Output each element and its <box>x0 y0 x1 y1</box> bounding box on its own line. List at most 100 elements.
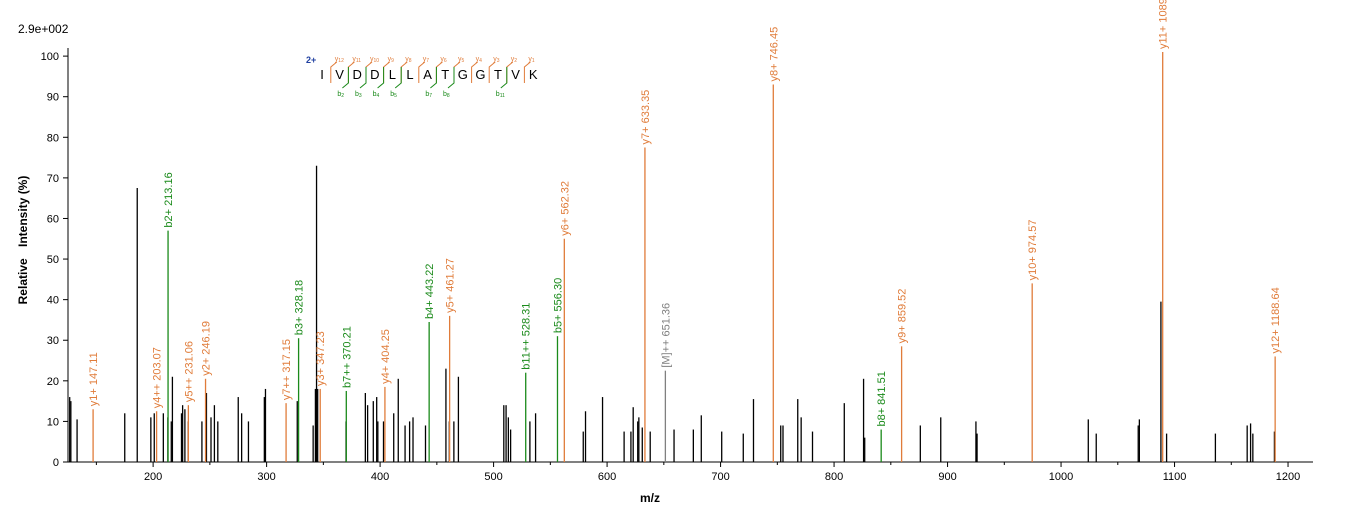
x-tick-label: 400 <box>371 471 389 483</box>
b-ion-index: 4 <box>377 93 380 99</box>
peak-label: b4+ 443.22 <box>424 264 436 319</box>
peak-label: b3+ 328.18 <box>294 280 306 335</box>
y-ion-bracket <box>523 61 531 83</box>
x-tick-label: 700 <box>711 471 729 483</box>
y-ion-index: 9 <box>391 58 394 64</box>
x-tick-label: 900 <box>938 471 956 483</box>
peak-label: y10+ 974.57 <box>1027 220 1039 281</box>
y-ion-index: 10 <box>374 58 380 64</box>
b-ion-index: 8 <box>447 93 450 99</box>
b-ion-index: 5 <box>394 93 397 99</box>
y-ion-index: 7 <box>426 58 429 64</box>
b-ion-bracket <box>430 67 437 89</box>
y-ion-label: y6 <box>440 56 447 64</box>
y-tick-label: 50 <box>47 254 59 266</box>
y-ion-index: 12 <box>338 58 344 64</box>
peak-label: y7+ 633.35 <box>640 90 652 145</box>
b-ion-label: b2 <box>337 91 344 99</box>
y-tick-label: 40 <box>47 295 59 307</box>
y-tick-label: 20 <box>47 376 59 388</box>
b-ion-bracket <box>342 67 349 89</box>
peak-label: y5++ 231.06 <box>183 341 195 402</box>
y-tick-label: 70 <box>47 173 59 185</box>
sequence-residue: D <box>370 67 379 82</box>
y-ion-index: 3 <box>497 58 500 64</box>
b-ion-label: b3 <box>355 91 362 99</box>
peak-label: b7++ 370.21 <box>341 326 353 388</box>
peak-label: y7++ 317.15 <box>281 339 293 400</box>
b-ion-label: b7 <box>425 91 432 99</box>
y-ion-bracket <box>488 61 496 83</box>
x-tick-label: 300 <box>257 471 275 483</box>
y-ion-index: 11 <box>356 58 361 64</box>
y-ion-label: y9 <box>388 56 395 64</box>
y-tick-label: 0 <box>53 457 59 469</box>
sequence-residue: V <box>511 67 520 82</box>
b-ion-index: 7 <box>429 93 432 99</box>
y-axis-title-part-1: Relative <box>16 258 30 304</box>
peaks <box>69 52 1276 462</box>
y-axis-title: Relative Intensity (%) <box>16 176 30 305</box>
b-ion-bracket <box>447 67 455 89</box>
peak-label: y5+ 461.27 <box>445 258 457 313</box>
peak-label: [M]++ 651.36 <box>660 303 672 368</box>
y-tick-label: 80 <box>47 132 59 144</box>
x-tick-label: 1000 <box>1049 471 1073 483</box>
y-ion-label: y10 <box>370 56 379 64</box>
y-tick-label: 90 <box>47 92 59 104</box>
sequence-residue: V <box>335 67 344 82</box>
b-ion-label: b5 <box>390 91 397 99</box>
b-ion-label: b8 <box>443 91 450 99</box>
charge-state: 2+ <box>306 55 316 65</box>
y-ion-label: y8 <box>405 56 412 64</box>
b-ion-index: 3 <box>359 93 362 99</box>
sequence-residue: G <box>458 67 468 82</box>
b-ion-label: b4 <box>373 91 380 99</box>
y-ion-label: y5 <box>458 56 465 64</box>
y-ion-label: y4 <box>476 56 483 64</box>
peak-label: y12+ 1188.64 <box>1270 287 1282 353</box>
y-axis-title-part-2: Intensity (%) <box>16 176 30 247</box>
x-tick-label: 800 <box>825 471 843 483</box>
sequence-residue: I <box>320 67 324 82</box>
peak-label: y8+ 746.45 <box>768 27 780 82</box>
peak-label: y4++ 203.07 <box>152 347 164 408</box>
y-tick-label: 60 <box>47 213 59 225</box>
sequence-residue: A <box>423 67 432 82</box>
sequence-residue: T <box>441 67 449 82</box>
b-ion-index: 2 <box>341 93 344 99</box>
b-ion-index: 11 <box>500 93 505 99</box>
peak-label: b5+ 556.30 <box>552 278 564 333</box>
y-ion-label: y12 <box>335 56 344 64</box>
sequence-residue: K <box>529 67 538 82</box>
peak-labels: y1+ 147.11 y4++ 203.07 b2+ 213.16 y5++ 231.… <box>88 0 1282 427</box>
y-ion-index: 1 <box>532 58 535 64</box>
sequence-residue: L <box>406 67 413 82</box>
y-ion-bracket <box>418 61 426 83</box>
y-tick-label: 100 <box>41 51 59 63</box>
peak-label: b8+ 841.51 <box>876 371 888 426</box>
sequence-residue: G <box>475 67 485 82</box>
b-ion-bracket <box>377 67 385 89</box>
sequence-residue: L <box>389 67 396 82</box>
y-ion-label: y3 <box>493 56 500 64</box>
y-ion-index: 5 <box>462 58 465 64</box>
y-ion-bracket <box>471 61 478 83</box>
y-ion-label: y2 <box>511 56 518 64</box>
x-tick-label: 1200 <box>1276 471 1300 483</box>
peak-label: b11++ 528.31 <box>521 303 533 370</box>
peak-label: y3+ 347.23 <box>315 331 327 386</box>
x-tick-label: 1100 <box>1163 471 1187 483</box>
x-tick-label: 200 <box>144 471 162 483</box>
peak-label: y2+ 246.19 <box>201 321 213 376</box>
b-ion-label: b11 <box>496 91 505 99</box>
peak-label: y6+ 562.32 <box>559 181 571 236</box>
b-ion-bracket <box>500 67 508 89</box>
y-ion-index: 8 <box>409 58 412 64</box>
y-tick-label: 10 <box>47 416 59 428</box>
x-axis-title: m/z <box>640 491 660 505</box>
y-ion-index: 6 <box>444 58 447 64</box>
y-ion-index: 4 <box>479 58 482 64</box>
peak-label: y4+ 404.25 <box>380 329 392 384</box>
